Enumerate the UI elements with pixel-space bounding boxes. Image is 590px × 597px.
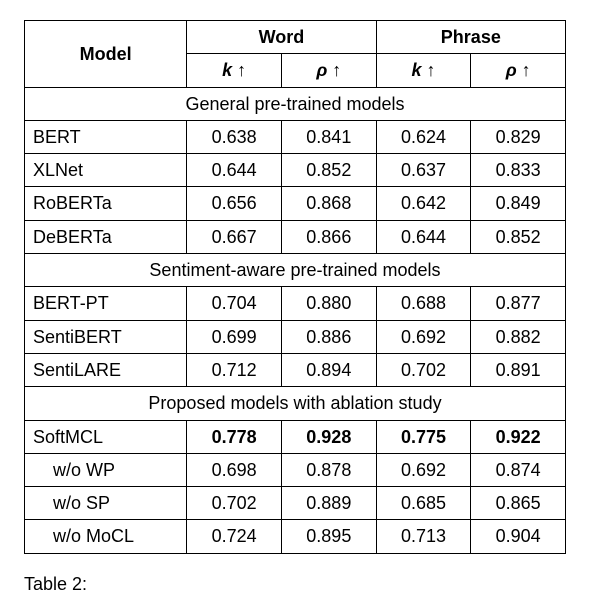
value-cell: 0.894 [281,353,376,386]
table-row: BERT0.6380.8410.6240.829 [25,120,566,153]
page: Model Word Phrase k ↑ ρ ↑ k ↑ ρ ↑ Genera… [0,0,590,542]
header-model: Model [25,21,187,88]
value-cell: 0.704 [187,287,282,320]
table-header: Model Word Phrase k ↑ ρ ↑ k ↑ ρ ↑ [25,21,566,88]
value-cell: 0.833 [471,154,566,187]
header-k-label: k ↑ [222,60,246,80]
value-cell: 0.698 [187,453,282,486]
value-cell: 0.638 [187,120,282,153]
value-cell: 0.882 [471,320,566,353]
caption-prefix: Table 2: [24,574,87,594]
value-cell: 0.928 [281,420,376,453]
header-phrase-rho: ρ ↑ [471,54,566,87]
value-cell: 0.889 [281,487,376,520]
header-word-k: k ↑ [187,54,282,87]
value-cell: 0.637 [376,154,471,187]
value-cell: 0.880 [281,287,376,320]
section-title: Proposed models with ablation study [25,387,566,420]
model-cell: SoftMCL [25,420,187,453]
header-word-rho: ρ ↑ [281,54,376,87]
value-cell: 0.692 [376,453,471,486]
value-cell: 0.868 [281,187,376,220]
value-cell: 0.874 [471,453,566,486]
value-cell: 0.852 [471,220,566,253]
value-cell: 0.866 [281,220,376,253]
value-cell: 0.644 [187,154,282,187]
value-cell: 0.852 [281,154,376,187]
value-cell: 0.667 [187,220,282,253]
table-row: w/o WP0.6980.8780.6920.874 [25,453,566,486]
value-cell: 0.865 [471,487,566,520]
model-cell: w/o SP [25,487,187,520]
value-cell: 0.713 [376,520,471,553]
table-row: w/o MoCL0.7240.8950.7130.904 [25,520,566,553]
header-group-word: Word [187,21,376,54]
model-cell: BERT-PT [25,287,187,320]
table-row: SoftMCL0.7780.9280.7750.922 [25,420,566,453]
model-cell: SentiLARE [25,353,187,386]
table-row: XLNet0.6440.8520.6370.833 [25,154,566,187]
model-cell: XLNet [25,154,187,187]
value-cell: 0.688 [376,287,471,320]
header-phrase-k: k ↑ [376,54,471,87]
model-cell: w/o WP [25,453,187,486]
table-row: DeBERTa0.6670.8660.6440.852 [25,220,566,253]
table-caption: Table 2: [24,572,566,597]
value-cell: 0.656 [187,187,282,220]
table-row: SentiLARE0.7120.8940.7020.891 [25,353,566,386]
header-group-phrase: Phrase [376,21,565,54]
value-cell: 0.904 [471,520,566,553]
value-cell: 0.922 [471,420,566,453]
value-cell: 0.877 [471,287,566,320]
value-cell: 0.841 [281,120,376,153]
table-row: BERT-PT0.7040.8800.6880.877 [25,287,566,320]
section-title: Sentiment-aware pre-trained models [25,254,566,287]
section-title: General pre-trained models [25,87,566,120]
value-cell: 0.849 [471,187,566,220]
value-cell: 0.702 [187,487,282,520]
header-rho-label: ρ ↑ [316,60,341,80]
header-rho-label: ρ ↑ [506,60,531,80]
value-cell: 0.712 [187,353,282,386]
value-cell: 0.699 [187,320,282,353]
table-body: General pre-trained modelsBERT0.6380.841… [25,87,566,553]
table-row: RoBERTa0.6560.8680.6420.849 [25,187,566,220]
value-cell: 0.895 [281,520,376,553]
value-cell: 0.642 [376,187,471,220]
value-cell: 0.829 [471,120,566,153]
model-cell: RoBERTa [25,187,187,220]
model-cell: DeBERTa [25,220,187,253]
model-cell: SentiBERT [25,320,187,353]
model-cell: BERT [25,120,187,153]
table-row: SentiBERT0.6990.8860.6920.882 [25,320,566,353]
value-cell: 0.886 [281,320,376,353]
value-cell: 0.878 [281,453,376,486]
value-cell: 0.775 [376,420,471,453]
value-cell: 0.724 [187,520,282,553]
results-table: Model Word Phrase k ↑ ρ ↑ k ↑ ρ ↑ Genera… [24,20,566,554]
table-row: w/o SP0.7020.8890.6850.865 [25,487,566,520]
value-cell: 0.644 [376,220,471,253]
value-cell: 0.702 [376,353,471,386]
value-cell: 0.778 [187,420,282,453]
header-k-label: k ↑ [411,60,435,80]
value-cell: 0.624 [376,120,471,153]
model-cell: w/o MoCL [25,520,187,553]
value-cell: 0.891 [471,353,566,386]
value-cell: 0.685 [376,487,471,520]
value-cell: 0.692 [376,320,471,353]
